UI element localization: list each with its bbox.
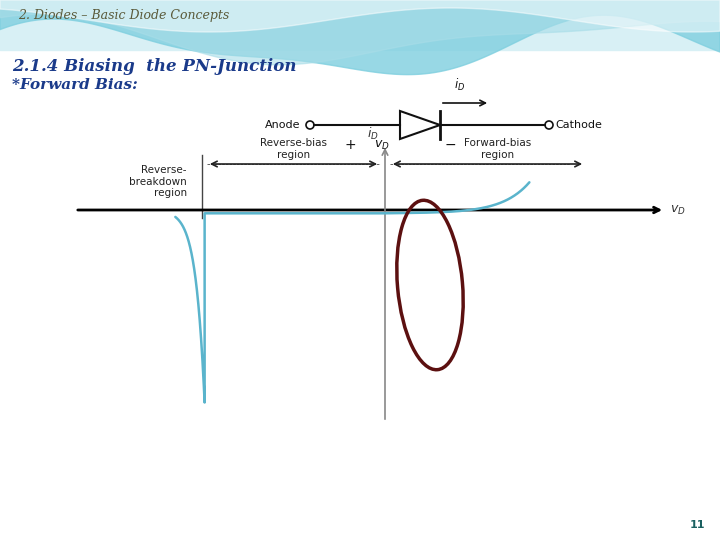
Text: 2.1.4 Biasing  the PN-Junction: 2.1.4 Biasing the PN-Junction bbox=[12, 58, 297, 75]
Text: *Forward Bias:: *Forward Bias: bbox=[12, 78, 138, 92]
Text: Forward-bias
region: Forward-bias region bbox=[464, 138, 531, 160]
Text: $i_D$: $i_D$ bbox=[367, 126, 379, 142]
Text: Reverse-
breakdown
region: Reverse- breakdown region bbox=[130, 165, 187, 198]
Text: $v_D$: $v_D$ bbox=[374, 138, 390, 152]
Text: 2. Diodes – Basic Diode Concepts: 2. Diodes – Basic Diode Concepts bbox=[18, 9, 229, 22]
Text: $v_D$: $v_D$ bbox=[670, 204, 685, 217]
Text: Reverse-bias
region: Reverse-bias region bbox=[260, 138, 327, 160]
Text: −: − bbox=[444, 138, 456, 152]
Text: 11: 11 bbox=[690, 520, 705, 530]
Text: Anode: Anode bbox=[264, 120, 300, 130]
Text: $i_D$: $i_D$ bbox=[454, 77, 466, 93]
Text: Cathode: Cathode bbox=[555, 120, 602, 130]
Text: +: + bbox=[344, 138, 356, 152]
